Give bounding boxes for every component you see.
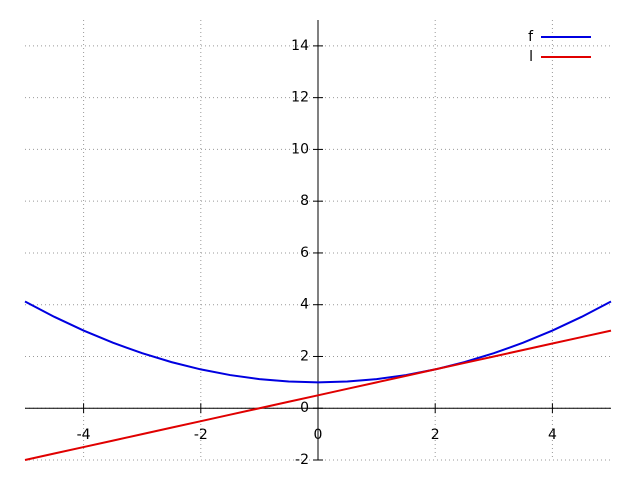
- y-tick-label: 4: [300, 297, 309, 313]
- x-tick-label: -4: [77, 427, 91, 443]
- y-tick-label: 6: [300, 245, 309, 261]
- legend-label: f: [528, 29, 534, 45]
- x-tick-label: 4: [548, 427, 557, 443]
- y-tick-label: 2: [300, 348, 309, 364]
- x-tick-label: 2: [431, 427, 440, 443]
- y-tick-label: 12: [291, 90, 309, 106]
- series-line: [24, 300, 612, 384]
- y-tick-label: 14: [291, 38, 309, 54]
- legend-label: l: [529, 49, 533, 65]
- y-tick-label: 10: [291, 141, 309, 157]
- x-tick-label: -2: [194, 427, 208, 443]
- y-tick-label: 8: [300, 193, 309, 209]
- y-tick-label: -2: [295, 452, 309, 468]
- series-line: [24, 329, 612, 461]
